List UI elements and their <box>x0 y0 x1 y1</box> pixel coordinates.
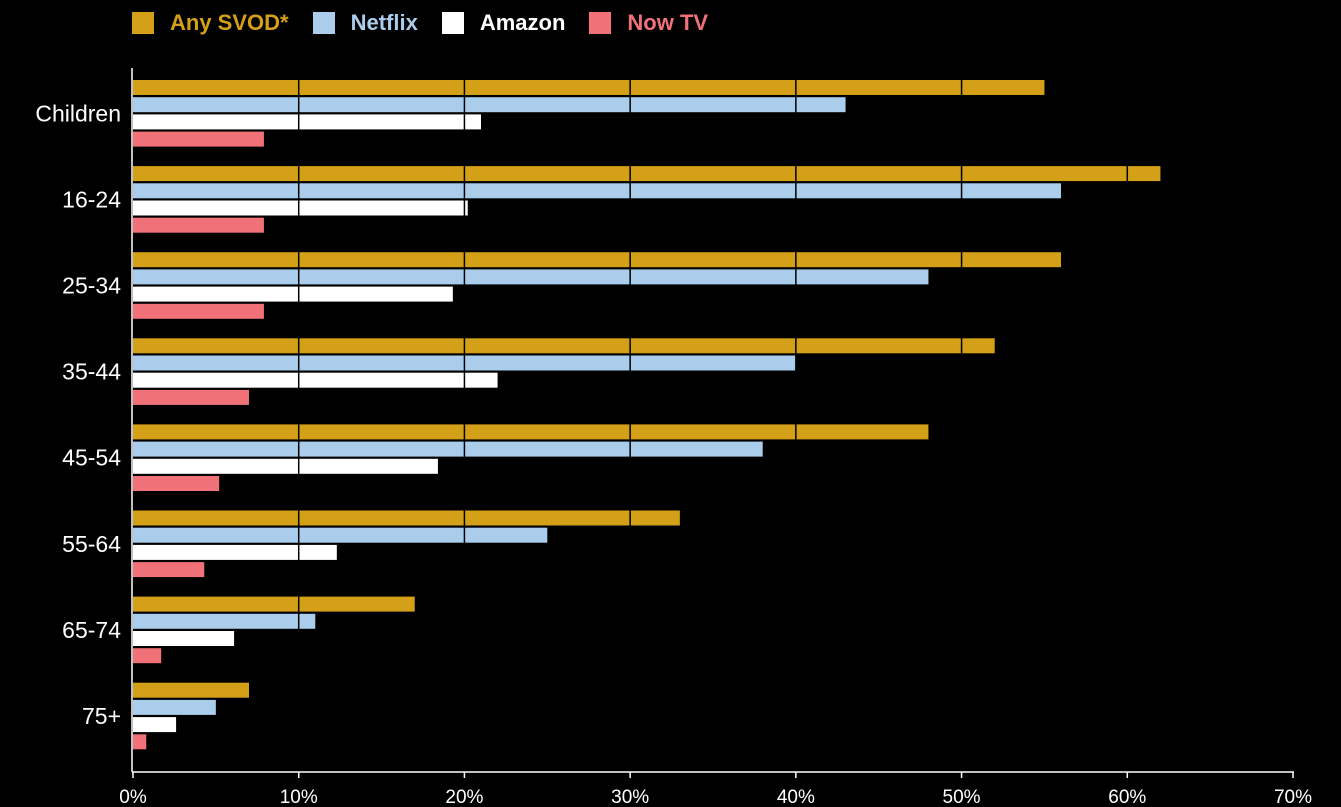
axes-group <box>131 68 1294 773</box>
legend-item-now-tv: Now TV <box>589 10 708 36</box>
category-label: 16-24 <box>62 186 121 212</box>
legend-swatch <box>132 12 154 34</box>
bar-now-tv-45-54 <box>133 476 220 491</box>
bar-any-svod-45-54 <box>133 424 929 440</box>
bar-any-svod-16-24 <box>133 166 1161 182</box>
x-tick-label: 50% <box>943 787 981 807</box>
category-label: 35-44 <box>62 359 121 385</box>
category-label: 25-34 <box>62 273 121 299</box>
x-tick-label: 60% <box>1108 787 1146 807</box>
legend-swatch <box>312 12 335 34</box>
bar-netflix-75 <box>133 699 216 715</box>
bar-amazon-16-24 <box>133 200 468 216</box>
bar-netflix-45-54 <box>133 441 763 457</box>
x-tick-label: 70% <box>1274 787 1312 807</box>
bar-netflix-65-74 <box>133 613 316 629</box>
bars-group <box>133 80 1161 750</box>
legend-swatch <box>589 12 612 34</box>
x-tick-label: 30% <box>611 787 649 807</box>
bar-any-svod-55-64 <box>133 510 680 526</box>
category-label: Children <box>35 100 121 126</box>
legend-label: Now TV <box>627 10 709 35</box>
bar-now-tv-children <box>133 131 264 147</box>
legend-label: Amazon <box>479 10 566 35</box>
bar-amazon-55-64 <box>133 544 337 560</box>
x-tick-label: 40% <box>777 787 815 807</box>
legend-label: Any SVOD* <box>170 10 289 35</box>
x-tick-label: 10% <box>280 787 318 807</box>
category-label: 55-64 <box>62 531 121 557</box>
bar-amazon-65-74 <box>133 631 235 646</box>
bar-netflix-55-64 <box>133 527 548 543</box>
bar-now-tv-75 <box>133 734 147 750</box>
bar-netflix-children <box>133 97 846 113</box>
legend-swatch <box>441 12 464 34</box>
legend-item-any-svod: Any SVOD* <box>132 10 289 36</box>
bar-netflix-25-34 <box>133 269 929 285</box>
tick-labels-group: 0% 10% 20% 30% 40% 50% 60% 70% <box>119 772 1312 807</box>
gridlines-group <box>297 68 1294 772</box>
bar-now-tv-16-24 <box>133 217 264 233</box>
bar-netflix-16-24 <box>133 183 1061 199</box>
legend-item-amazon: Amazon <box>441 10 566 36</box>
category-label: 65-74 <box>62 617 121 643</box>
bar-any-svod-65-74 <box>133 596 415 612</box>
category-label: 45-54 <box>62 445 121 471</box>
bar-any-svod-75 <box>133 682 249 698</box>
bar-any-svod-children <box>133 80 1045 95</box>
bar-now-tv-25-34 <box>133 303 264 319</box>
legend-item-netflix: Netflix <box>312 10 418 36</box>
legend-label: Netflix <box>350 10 418 35</box>
bar-any-svod-35-44 <box>133 338 995 354</box>
bar-amazon-35-44 <box>133 372 498 388</box>
bar-amazon-25-34 <box>133 286 453 302</box>
bar-any-svod-25-34 <box>133 252 1061 268</box>
bar-amazon-75 <box>133 717 177 733</box>
chart-legend: Any SVOD* Netflix Amazon Now TV <box>132 10 732 36</box>
bar-now-tv-35-44 <box>133 389 249 405</box>
x-tick-label: 0% <box>119 787 147 807</box>
category-labels-group: Children 16-24 25-34 35-44 45-54 55-64 65-74 75… <box>35 100 121 729</box>
bar-amazon-children <box>133 114 481 130</box>
bar-now-tv-55-64 <box>133 562 205 578</box>
category-label: 75+ <box>82 703 121 729</box>
bar-now-tv-65-74 <box>133 648 162 664</box>
bar-amazon-45-54 <box>133 458 438 474</box>
x-tick-label: 20% <box>445 787 483 807</box>
